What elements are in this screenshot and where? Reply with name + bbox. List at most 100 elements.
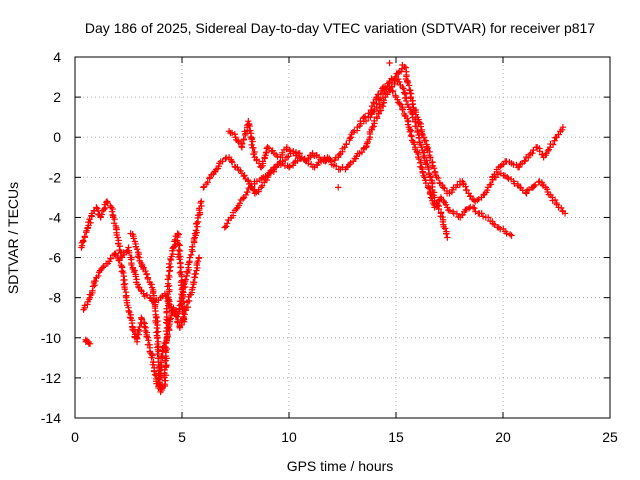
data-point [283,144,291,151]
data-point-fill [193,220,200,227]
y-tick-label: 0 [53,129,61,145]
data-point-fill [240,135,248,143]
data-point-fill [149,361,156,368]
data-point-fill [130,235,137,242]
data-point-fill [117,253,125,260]
data-point-fill [419,169,426,177]
data-point [444,234,451,241]
data-point-fill [156,381,163,389]
data-point-fill [415,155,423,163]
data-point-fill [162,377,169,384]
data-point-fill [143,333,150,340]
data-point-fill [417,159,425,167]
data-point-fill [176,242,183,249]
data-point [251,190,258,197]
data-point-fill [434,202,441,209]
x-tick-label: 0 [71,429,79,445]
data-point-fill [479,213,487,220]
data-point-fill [192,270,199,278]
data-point-fill [442,225,449,232]
y-tick-label: -2 [49,169,62,185]
data-point-fill [163,305,170,312]
data-point-fill [190,278,197,286]
y-tick-label: 2 [53,89,61,105]
data-point [313,152,321,159]
data-point [290,148,297,155]
data-point [386,59,393,67]
data-point-fill [413,123,421,130]
data-point-fill [505,175,512,182]
data-point-fill [233,205,240,212]
data-point-fill [424,160,431,168]
data-point [339,164,346,171]
data-point-fill [538,180,546,188]
y-tick-label: 4 [53,49,61,65]
grid-lines [75,57,610,418]
data-point-fill [358,148,366,156]
data-point-fill [150,295,158,302]
data-point-fill [250,144,257,152]
data-point-fill [414,128,421,136]
data-point-fill [551,137,558,144]
data-point-fill [418,130,426,137]
data-point-fill [150,367,158,375]
data-point-fill [87,219,94,227]
data-point [335,184,342,191]
data-point-fill [332,162,340,170]
data-point-fill [143,271,150,278]
y-axis-title: SDTVAR / TECUs [5,182,21,294]
data-point-fill [335,151,343,159]
data-point [504,174,511,181]
data-point [195,254,203,261]
y-tick-label: -6 [49,250,62,266]
data-point [418,144,425,151]
data-point [296,150,303,157]
data-point-fill [453,210,461,217]
data-point-fill [234,137,242,145]
data-point [305,160,312,167]
data-point-fill [154,350,161,358]
data-point-fill [551,196,559,204]
data-point [285,164,293,171]
y-tick-label: -14 [41,410,61,426]
data-point-fill [166,260,173,268]
y-tick-label: -10 [41,330,61,346]
y-tick-label: -4 [49,209,62,225]
data-point-fill [163,327,170,335]
data-point-fill [115,256,122,264]
data-point-fill [525,154,532,161]
data-point-fill [346,135,354,142]
data-point-fill [394,96,401,103]
data-point-fill [165,272,172,279]
data-point-fill [248,183,255,190]
data-point-fill [421,174,428,181]
data-point-fill [478,210,485,217]
data-point [523,190,530,197]
data-point-fill [363,140,371,147]
data-point-fill [399,106,406,113]
data-point-fill [138,263,146,270]
data-point-fill [167,263,174,270]
data-point [369,123,376,131]
data-point [189,284,196,291]
data-point-fill [421,149,428,156]
data-point [307,154,314,161]
data-point [362,144,370,151]
data-point [559,123,567,131]
axis-ticks [74,56,611,419]
data-point-fill [387,86,394,94]
data-point-fill [179,284,186,292]
data-point [247,184,254,191]
data-point-fill [154,328,162,335]
data-point-fill [190,235,198,243]
data-point-fill [135,283,142,291]
data-point-fill [172,312,180,319]
data-point-fill [402,97,410,105]
data-point-fill [89,287,96,294]
data-point-fill [516,163,523,171]
data-point-fill [125,307,132,315]
data-point-fill [238,140,246,147]
data-point-fill [125,249,133,256]
data-point-fill [249,138,256,145]
x-tick-labels: 0 5 10 15 20 25 [71,429,618,445]
